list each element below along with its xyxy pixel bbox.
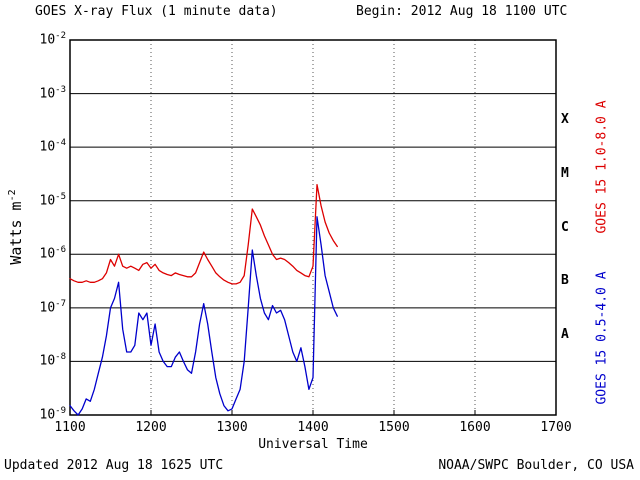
x-axis-label: Universal Time xyxy=(258,437,368,452)
updated-label: Updated 2012 Aug 18 1625 UTC xyxy=(4,458,224,473)
series-line-0 xyxy=(69,183,338,285)
y-axis-label-base: Watts m xyxy=(7,201,25,265)
begin-time-label: Begin: 2012 Aug 18 1100 UTC xyxy=(356,4,568,19)
y-axis-label: Watts m-2 xyxy=(7,189,25,264)
chart-title: GOES X-ray Flux (1 minute data) xyxy=(35,4,278,19)
source-label: NOAA/SWPC Boulder, CO USA xyxy=(438,458,634,473)
legend-short-wavelength: GOES 15 0.5-4.0 A xyxy=(594,271,610,405)
legend-long-wavelength: GOES 15 1.0-8.0 A xyxy=(594,100,610,234)
plot-frame xyxy=(69,39,557,416)
y-axis-label-exponent: -2 xyxy=(7,189,18,202)
series-line-1 xyxy=(69,216,338,416)
